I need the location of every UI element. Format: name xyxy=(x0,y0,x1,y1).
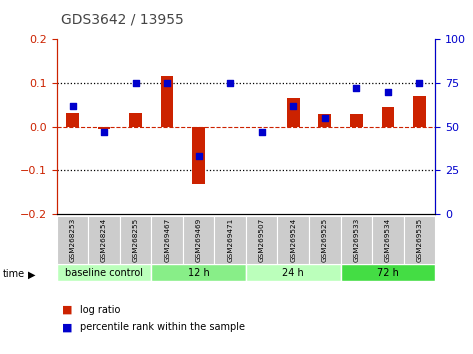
Point xyxy=(227,80,234,86)
Bar xyxy=(309,216,341,264)
Text: GSM269534: GSM269534 xyxy=(385,218,391,262)
Bar xyxy=(278,216,309,264)
Bar xyxy=(161,76,174,127)
Bar xyxy=(246,216,278,264)
Text: log ratio: log ratio xyxy=(80,305,121,315)
Point xyxy=(195,154,202,159)
Bar xyxy=(246,264,341,281)
Bar xyxy=(120,216,151,264)
Bar xyxy=(350,114,363,127)
Point xyxy=(416,80,423,86)
Point xyxy=(384,89,392,95)
Text: ■: ■ xyxy=(61,322,72,332)
Point xyxy=(100,129,108,135)
Text: GSM269471: GSM269471 xyxy=(227,218,233,262)
Point xyxy=(132,80,140,86)
Bar xyxy=(151,216,183,264)
Bar xyxy=(57,216,88,264)
Text: ▶: ▶ xyxy=(28,269,36,279)
Bar xyxy=(341,264,435,281)
Text: GSM268253: GSM268253 xyxy=(70,218,76,262)
Point xyxy=(163,80,171,86)
Text: GSM269467: GSM269467 xyxy=(164,218,170,262)
Text: GSM268255: GSM268255 xyxy=(132,218,139,262)
Text: GSM269524: GSM269524 xyxy=(290,218,296,262)
Point xyxy=(258,129,265,135)
Point xyxy=(352,85,360,91)
Bar xyxy=(88,216,120,264)
Bar xyxy=(193,127,205,183)
Bar xyxy=(98,127,110,129)
Bar xyxy=(287,98,299,127)
Bar xyxy=(403,216,435,264)
Text: GSM269535: GSM269535 xyxy=(416,218,422,262)
Text: GSM269469: GSM269469 xyxy=(196,218,201,262)
Text: ■: ■ xyxy=(61,305,72,315)
Bar xyxy=(151,264,246,281)
Bar xyxy=(413,96,426,127)
Text: baseline control: baseline control xyxy=(65,268,143,278)
Text: 12 h: 12 h xyxy=(188,268,210,278)
Point xyxy=(289,103,297,108)
Text: GSM268254: GSM268254 xyxy=(101,218,107,262)
Bar xyxy=(214,216,246,264)
Bar xyxy=(372,216,403,264)
Bar xyxy=(318,114,331,127)
Bar xyxy=(382,107,394,127)
Bar xyxy=(57,264,151,281)
Text: time: time xyxy=(2,269,25,279)
Bar xyxy=(129,113,142,127)
Text: 72 h: 72 h xyxy=(377,268,399,278)
Text: 24 h: 24 h xyxy=(282,268,304,278)
Text: GSM269525: GSM269525 xyxy=(322,218,328,262)
Point xyxy=(69,103,76,108)
Point xyxy=(321,115,329,121)
Bar xyxy=(66,113,79,127)
Text: GSM269507: GSM269507 xyxy=(259,218,265,262)
Text: GDS3642 / 13955: GDS3642 / 13955 xyxy=(61,12,184,27)
Text: GSM269533: GSM269533 xyxy=(353,218,359,262)
Bar xyxy=(183,216,214,264)
Bar xyxy=(341,216,372,264)
Text: percentile rank within the sample: percentile rank within the sample xyxy=(80,322,245,332)
